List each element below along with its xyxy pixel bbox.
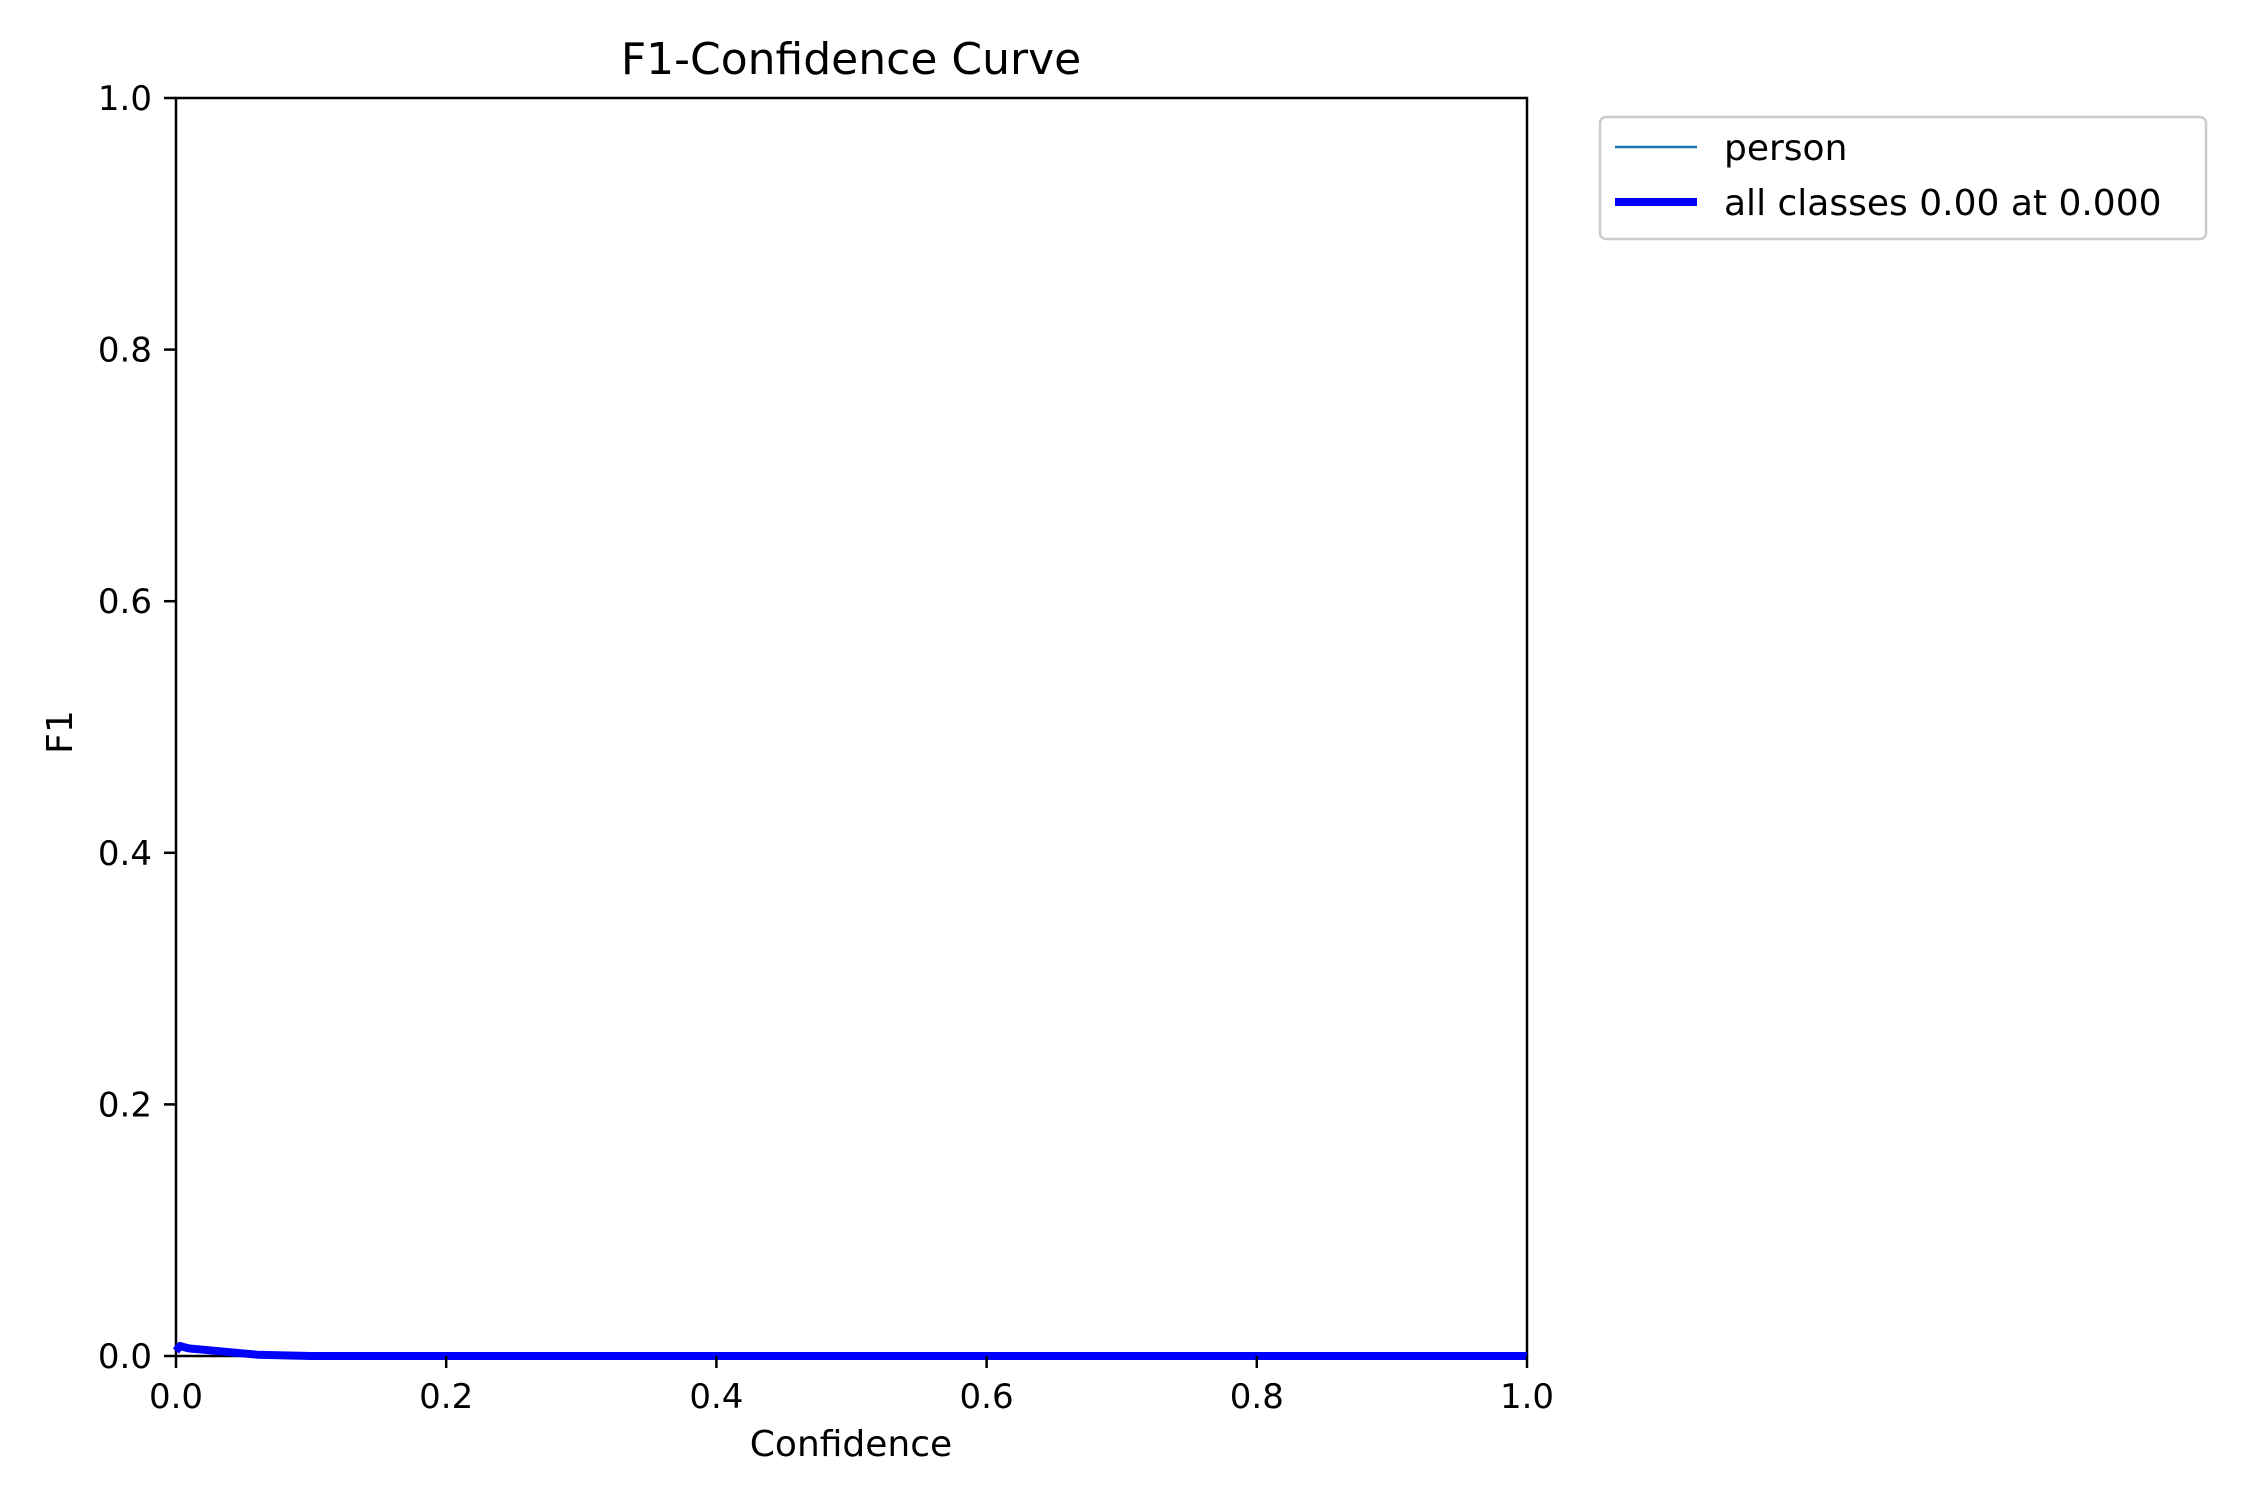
x-tick-label: 0.0 [149,1377,203,1417]
legend: person all classes 0.00 at 0.000 [1598,115,2208,241]
y-tick-label: 0.0 [98,1337,152,1377]
y-tick-label: 1.0 [98,79,152,119]
y-tick-label: 0.2 [98,1085,152,1125]
y-tick-label: 0.6 [98,582,152,622]
legend-label-person: person [1724,128,1847,169]
legend-label-all-classes: all classes 0.00 at 0.000 [1724,183,2162,224]
legend-frame [1598,115,2208,241]
y-axis-ticks: 0.0 0.2 0.4 0.6 0.8 1.0 [98,79,176,1377]
x-axis-ticks: 0.0 0.2 0.4 0.6 0.8 1.0 [149,1356,1554,1417]
y-tick-label: 0.4 [98,834,152,874]
y-tick-label: 0.8 [98,331,152,371]
x-tick-label: 0.2 [419,1377,473,1417]
x-tick-label: 0.8 [1230,1377,1284,1417]
x-tick-label: 1.0 [1500,1377,1554,1417]
x-tick-label: 0.4 [689,1377,743,1417]
x-axis-label: Confidence [750,1424,952,1465]
x-tick-label: 0.6 [960,1377,1014,1417]
chart-title: F1-Confidence Curve [621,34,1081,85]
y-axis-label: F1 [40,710,81,754]
